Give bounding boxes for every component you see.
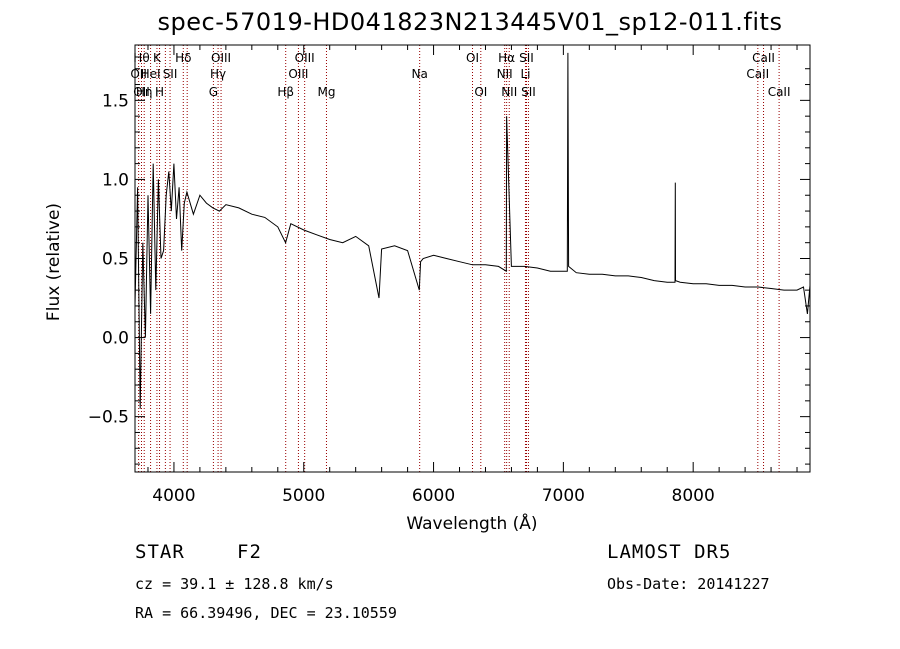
y-axis: −0.5 0.0 0.5 1.0 1.5 bbox=[88, 68, 810, 465]
line-label: OII bbox=[133, 85, 150, 99]
line-label: Hη bbox=[136, 85, 153, 99]
line-label: OI bbox=[466, 51, 479, 65]
coordinates: RA = 66.39496, DEC = 23.10559 bbox=[135, 604, 397, 622]
survey-name: LAMOST DR5 bbox=[607, 541, 732, 563]
x-axis-label: Wavelength (Å) bbox=[406, 512, 537, 534]
object-class: STAR bbox=[135, 541, 185, 563]
line-label: Hθ bbox=[133, 51, 149, 65]
line-label: CaII bbox=[768, 85, 791, 99]
line-label: Na bbox=[411, 67, 427, 81]
line-label: K bbox=[153, 51, 162, 65]
line-label: H bbox=[155, 85, 164, 99]
line-label: OIII bbox=[295, 51, 315, 65]
line-labels: OIIHθOIIHηHeIKHSIIHδGHγOIIIHβOIIIOIIIMgN… bbox=[130, 51, 790, 99]
y-axis-label: Flux (relative) bbox=[44, 203, 64, 321]
redshift-value: cz = 39.1 ± 128.8 km/s bbox=[135, 575, 334, 593]
y-tick-label: 0.0 bbox=[102, 329, 129, 349]
y-tick-label: 0.5 bbox=[102, 250, 129, 270]
y-tick-label: 1.0 bbox=[102, 170, 129, 190]
line-label: OI bbox=[474, 85, 487, 99]
line-label: Hδ bbox=[175, 51, 191, 65]
spectrum-series bbox=[134, 52, 811, 409]
line-label: Hγ bbox=[210, 67, 226, 81]
y-tick-label: −0.5 bbox=[88, 408, 129, 428]
line-label: Mg bbox=[317, 85, 335, 99]
y-tick-label: 1.5 bbox=[102, 91, 129, 111]
line-markers bbox=[138, 45, 780, 472]
line-label: Hβ bbox=[277, 85, 294, 99]
x-tick-label: 5000 bbox=[282, 486, 325, 506]
x-tick-label: 4000 bbox=[152, 486, 195, 506]
line-label: SII bbox=[519, 51, 534, 65]
line-label: CaII bbox=[746, 67, 769, 81]
line-label: SII bbox=[521, 85, 536, 99]
x-tick-label: 6000 bbox=[412, 486, 455, 506]
chart-title: spec-57019-HD041823N213445V01_sp12-011.f… bbox=[157, 8, 783, 36]
line-label: SII bbox=[163, 67, 178, 81]
subclass: F2 bbox=[237, 541, 262, 563]
line-label: NII bbox=[497, 67, 513, 81]
line-label: HeI bbox=[141, 67, 161, 81]
line-label: G bbox=[209, 85, 218, 99]
line-label: OIII bbox=[288, 67, 308, 81]
line-label: CaII bbox=[752, 51, 775, 65]
x-axis: 4000 5000 6000 7000 8000 bbox=[147, 45, 798, 506]
observation-date: Obs-Date: 20141227 bbox=[607, 575, 770, 593]
line-label: Hα bbox=[498, 51, 515, 65]
x-tick-label: 8000 bbox=[672, 486, 715, 506]
line-label: Li bbox=[520, 67, 530, 81]
line-label: NII bbox=[501, 85, 517, 99]
line-label: OIII bbox=[211, 51, 231, 65]
x-tick-label: 7000 bbox=[542, 486, 585, 506]
